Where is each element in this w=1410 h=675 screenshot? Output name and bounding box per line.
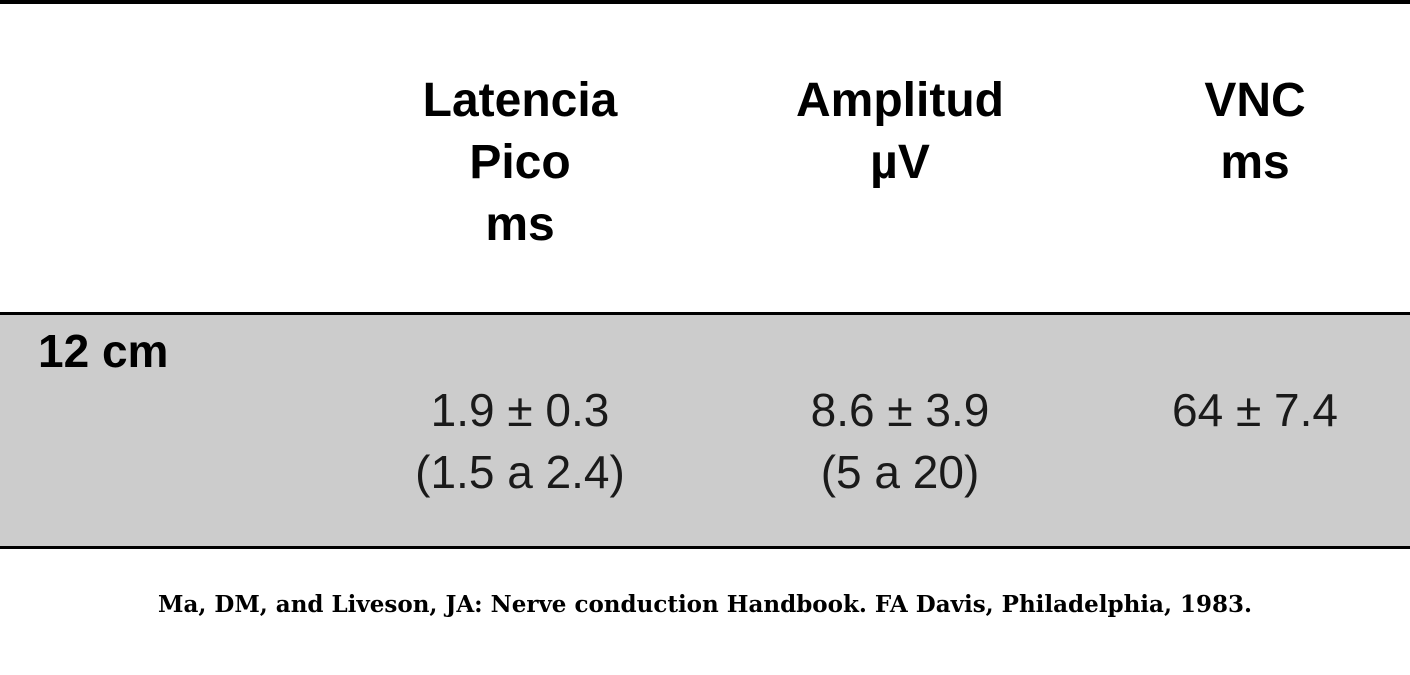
table-top-rule [0,0,1410,4]
column-header-vnc: VNC ms [1140,70,1370,194]
column-header-line: µV [870,136,930,189]
cell-amplitud: 8.6 ± 3.9 (5 a 20) [750,379,1050,503]
column-header-line: Amplitud [796,74,1004,127]
column-header-line: Latencia [422,74,618,127]
column-header-line: ms [485,198,555,251]
table-header-row: Latencia Pico ms Amplitud µV VNC ms [0,4,1410,312]
column-header-line: ms [1220,136,1290,189]
column-header-amplitud: Amplitud µV [760,70,1040,194]
cell-line: (5 a 20) [820,446,980,498]
table-bottom-rule [0,546,1410,549]
cell-line: 64 ± 7.4 [1172,384,1338,436]
cell-vnc: 64 ± 7.4 [1130,379,1380,441]
citation: Ma, DM, and Liveson, JA: Nerve conductio… [158,591,1252,618]
column-header-line: VNC [1204,74,1306,127]
table-row: 12 cm 1.9 ± 0.3 (1.5 a 2.4) 8.6 ± 3.9 (5… [0,315,1410,546]
column-header-latencia: Latencia Pico ms [380,70,660,256]
table-header-rule [0,312,1410,315]
row-label: 12 cm [38,325,169,377]
cell-latencia: 1.9 ± 0.3 (1.5 a 2.4) [370,379,670,503]
cell-line: (1.5 a 2.4) [415,446,625,498]
column-header-line: Pico [469,136,571,189]
cell-line: 1.9 ± 0.3 [430,384,610,436]
cell-line: 8.6 ± 3.9 [810,384,990,436]
